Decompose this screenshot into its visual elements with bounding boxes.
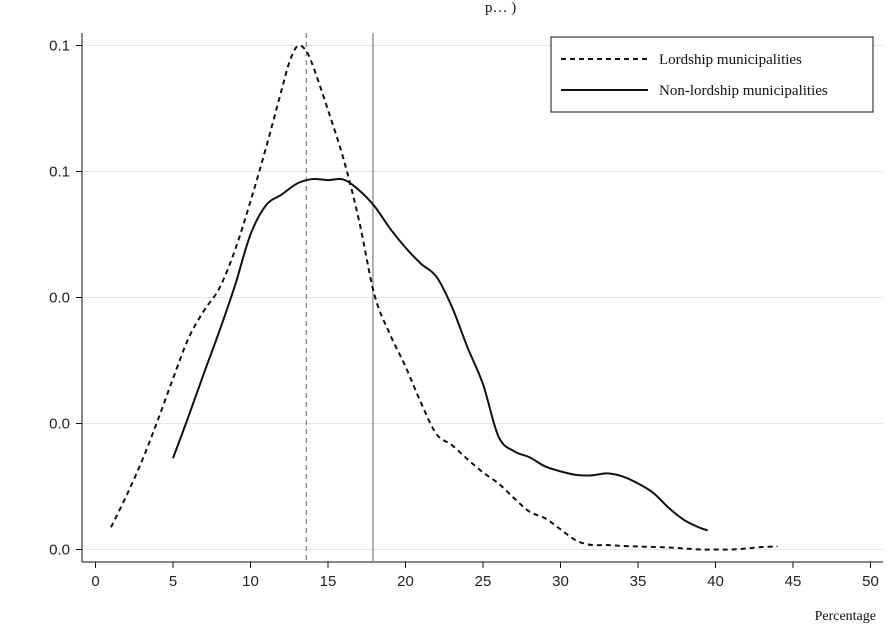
- series-lines: [110, 44, 778, 551]
- legend-label-non-lordship: Non-lordship municipalities: [659, 83, 828, 99]
- legend: Lordship municipalities Non-lordship mun…: [550, 36, 874, 113]
- gridlines: [82, 45, 883, 550]
- series-line-lordship: [110, 44, 778, 551]
- x-axis-title: Percentage: [815, 609, 876, 624]
- x-tick-label-7: 35: [630, 573, 647, 590]
- x-tick-label-1: 5: [169, 573, 177, 590]
- reference-lines: [305, 33, 374, 562]
- cropped-header-text: p… ): [485, 0, 516, 16]
- x-tick-label-5: 25: [475, 573, 492, 590]
- x-tick-label-8: 40: [707, 573, 724, 590]
- x-tick-label-9: 45: [785, 573, 802, 590]
- legend-box: [550, 36, 874, 113]
- x-tick-label-10: 50: [862, 573, 879, 590]
- x-tick-label-0: 0: [91, 573, 99, 590]
- legend-label-lordship: Lordship municipalities: [659, 52, 802, 68]
- x-tick-label-3: 15: [320, 573, 337, 590]
- y-tick-label-0: 0.0: [49, 542, 70, 559]
- series-line-non-lordship: [172, 177, 709, 532]
- x-tick-label-6: 30: [552, 573, 569, 590]
- y-tick-label-2: 0.0: [49, 290, 70, 307]
- y-tick-label-4: 0.1: [49, 38, 70, 55]
- x-tick-label-2: 10: [242, 573, 259, 590]
- x-tick-label-4: 20: [397, 573, 414, 590]
- y-tick-label-3: 0.1: [49, 164, 70, 181]
- axes: 0.0 0.0 0.0 0.1 0.1 0 5 10 15 20 25 30 35 40 45 50: [49, 33, 883, 590]
- y-tick-label-1: 0.0: [49, 416, 70, 433]
